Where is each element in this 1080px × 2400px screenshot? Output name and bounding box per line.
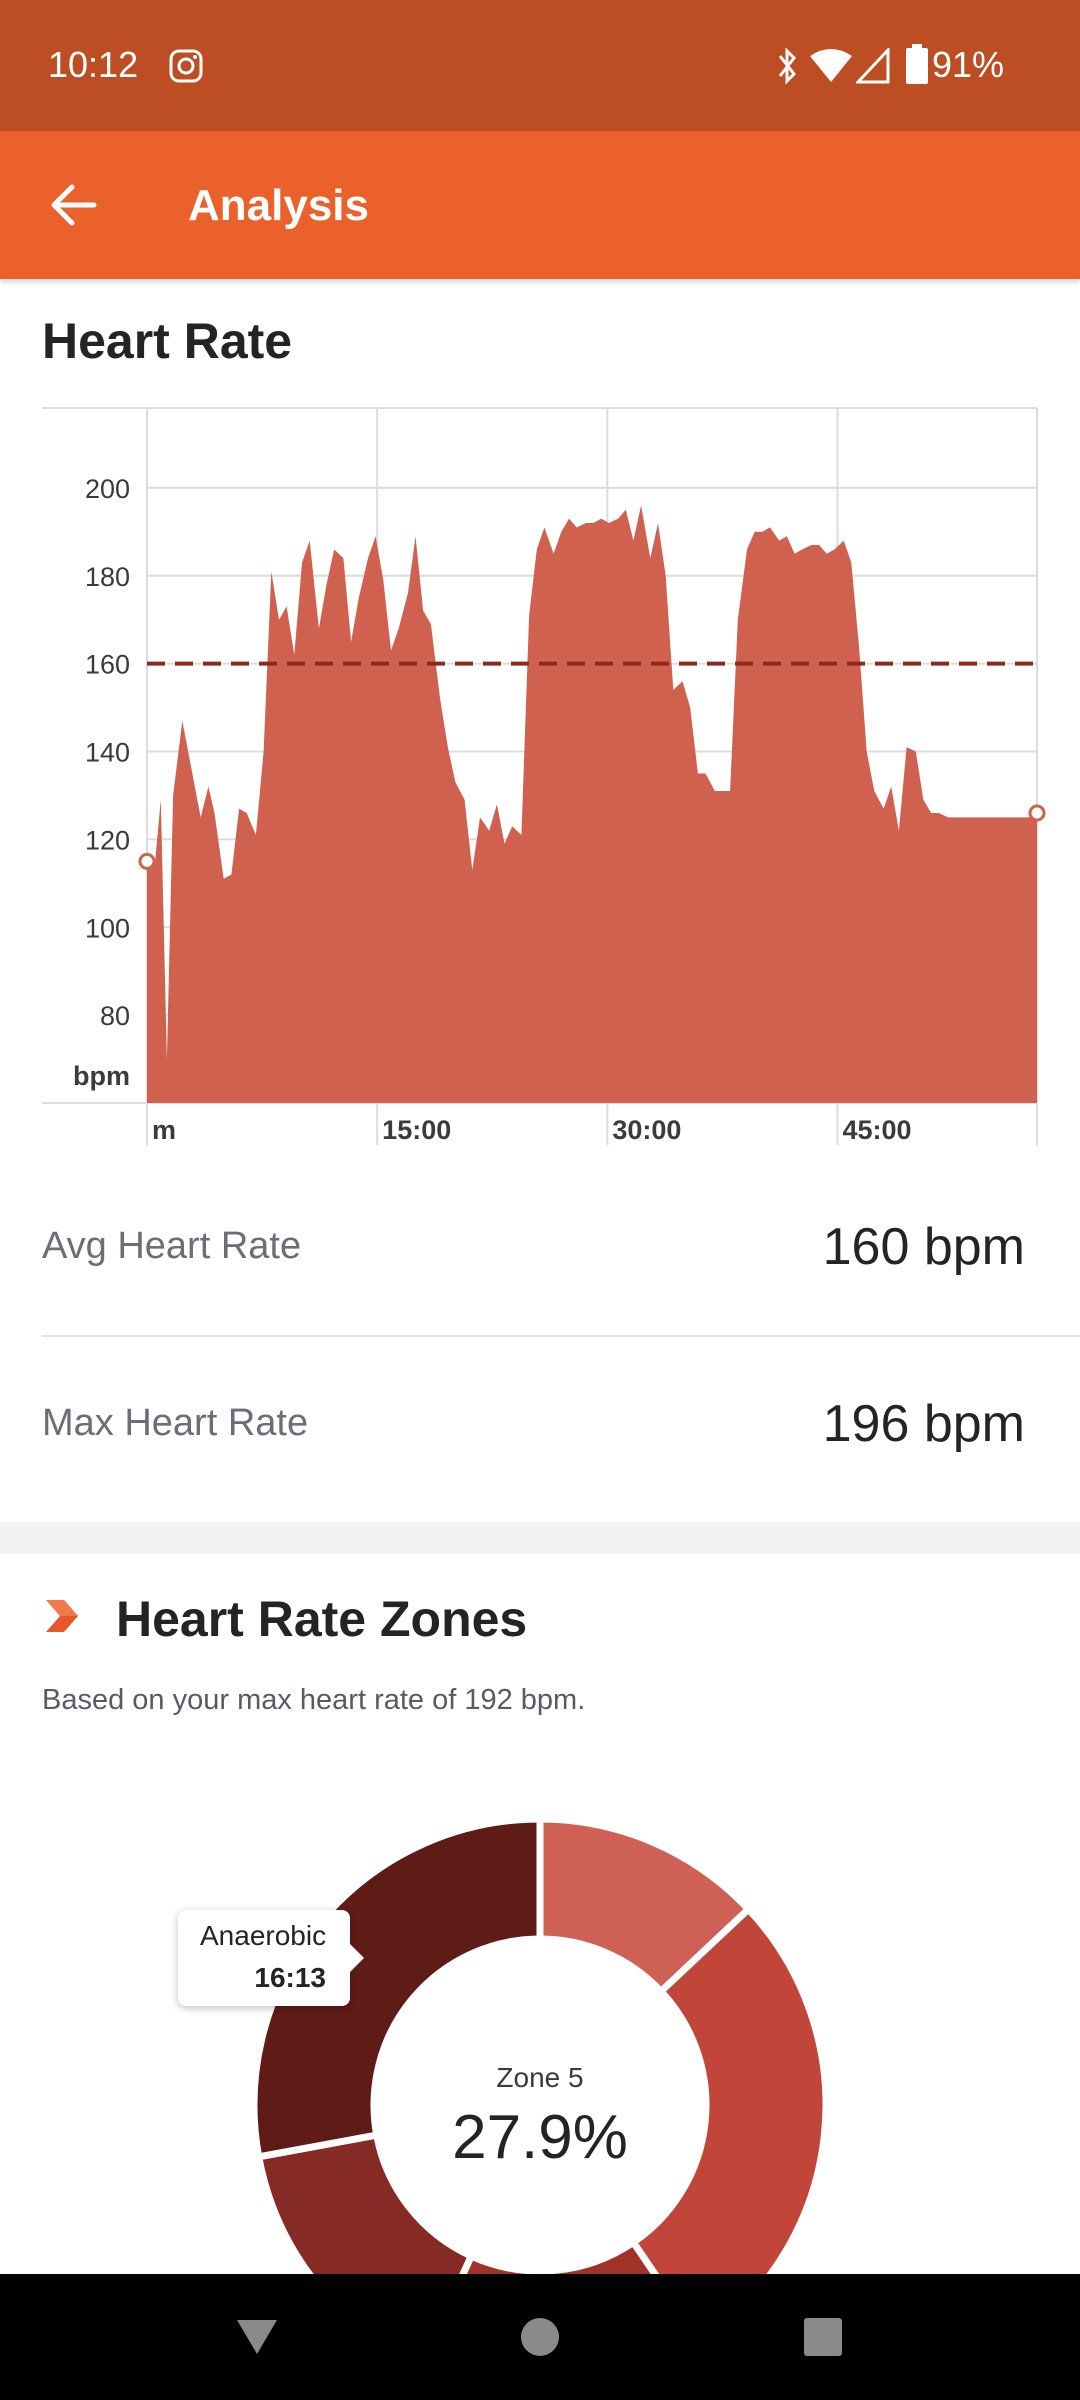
- square-recents-icon: [804, 2318, 842, 2356]
- avg-heart-rate-value: 160 bpm: [822, 1218, 1025, 1276]
- y-tick-label: 140: [85, 738, 130, 768]
- y-tick-label: 160: [85, 650, 130, 680]
- nav-recents-button[interactable]: [760, 2274, 886, 2400]
- x-tick-label: 30:00: [612, 1115, 681, 1145]
- page-title: Analysis: [188, 181, 369, 230]
- y-tick-label: 80: [100, 1001, 130, 1031]
- wifi-icon: [810, 49, 852, 82]
- donut-center-value: 27.9%: [452, 2103, 628, 2172]
- arrow-left-icon: [51, 184, 97, 226]
- y-tick-label: 120: [85, 825, 130, 855]
- max-heart-rate-label: Max Heart Rate: [42, 1402, 309, 1444]
- x-axis-origin-label: m: [152, 1115, 176, 1145]
- donut-segment-4[interactable]: [254, 2131, 476, 2274]
- nav-home-button[interactable]: [477, 2274, 603, 2400]
- donut-segment-3[interactable]: [421, 2237, 700, 2274]
- status-time: 10:12: [48, 44, 139, 85]
- battery-icon: [906, 44, 928, 84]
- tooltip-zone-time: 16:13: [254, 1962, 326, 1993]
- app-bar: Analysis: [0, 131, 1080, 279]
- circle-home-icon: [521, 2318, 559, 2356]
- start-point-marker: [138, 852, 156, 870]
- y-tick-label: 200: [85, 474, 130, 504]
- donut-segment-5[interactable]: [250, 1815, 544, 2161]
- battery-percent: 91%: [931, 44, 1004, 85]
- heart-rate-title: Heart Rate: [42, 313, 293, 369]
- x-axis-ticks: 15:00 30:00 45:00: [382, 1115, 911, 1145]
- instagram-icon: [169, 49, 203, 83]
- y-tick-label: 100: [85, 913, 130, 943]
- x-tick-label: 45:00: [843, 1115, 912, 1145]
- heart-rate-area: [147, 505, 1037, 1103]
- max-heart-rate-value: 196 bpm: [822, 1395, 1025, 1453]
- zones-donut-chart[interactable]: [0, 1770, 1080, 2274]
- donut-center-label: Zone 5: [496, 2062, 584, 2093]
- status-icons: 91%: [660, 44, 1080, 88]
- y-tick-label: 180: [85, 562, 130, 592]
- heart-rate-chart-svg: 80 100 120 140 160 180 200 15:00 30:00 45:00 bpm…: [42, 407, 1046, 1145]
- heart-rate-zones-title: Heart Rate Zones: [116, 1591, 528, 1647]
- heart-rate-zones-subtitle: Based on your max heart rate of 192 bpm.: [42, 1684, 586, 1716]
- system-nav-bar: [0, 2274, 1080, 2400]
- divider: [42, 1335, 1080, 1337]
- y-axis-unit-label: bpm: [73, 1061, 130, 1091]
- y-axis-ticks: 80 100 120 140 160 180 200: [85, 474, 130, 1031]
- tooltip-zone-name: Anaerobic: [200, 1920, 327, 1951]
- donut-segment-2[interactable]: [628, 1904, 830, 2274]
- avg-heart-rate-label: Avg Heart Rate: [42, 1225, 302, 1267]
- max-heart-rate-row: Max Heart Rate 196 bpm: [42, 1350, 1080, 1500]
- heart-rate-chart[interactable]: 80 100 120 140 160 180 200 15:00 30:00 45:00 bpm…: [0, 400, 1080, 1160]
- x-tick-label: 15:00: [382, 1115, 451, 1145]
- status-bar: 10:12 91%: [0, 0, 1080, 131]
- nav-back-button[interactable]: [194, 2274, 320, 2400]
- triangle-back-icon: [237, 2320, 277, 2354]
- section-separator: [0, 1522, 1080, 1554]
- chevron-right-icon: [46, 1600, 78, 1632]
- zone-tooltip: Anaerobic 16:13: [178, 1910, 364, 2006]
- back-button[interactable]: [40, 171, 108, 239]
- cell-signal-icon: [856, 48, 890, 84]
- bluetooth-icon: [778, 47, 796, 85]
- avg-heart-rate-row: Avg Heart Rate 160 bpm: [42, 1173, 1080, 1323]
- end-point-marker: [1028, 804, 1046, 822]
